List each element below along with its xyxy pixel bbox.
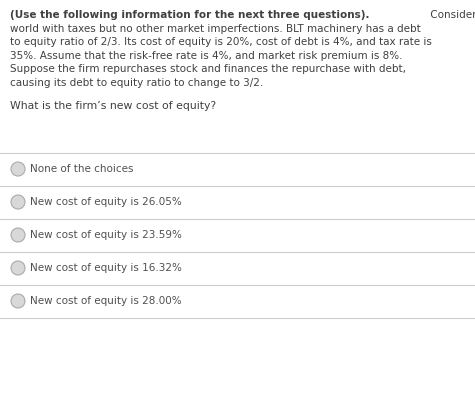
Ellipse shape [11,228,25,242]
Text: New cost of equity is 28.00%: New cost of equity is 28.00% [30,296,181,306]
Text: Consider a: Consider a [427,10,475,20]
Text: New cost of equity is 16.32%: New cost of equity is 16.32% [30,263,182,273]
Text: (Use the following information for the next three questions).: (Use the following information for the n… [10,10,370,20]
Text: world with taxes but no other market imperfections. BLT machinery has a debt: world with taxes but no other market imp… [10,23,421,33]
Ellipse shape [11,162,25,176]
Ellipse shape [11,195,25,209]
Text: Suppose the firm repurchases stock and finances the repurchase with debt,: Suppose the firm repurchases stock and f… [10,64,406,74]
Text: causing its debt to equity ratio to change to 3/2.: causing its debt to equity ratio to chan… [10,78,263,88]
Ellipse shape [11,261,25,275]
Ellipse shape [11,294,25,308]
Text: New cost of equity is 26.05%: New cost of equity is 26.05% [30,197,182,207]
Text: New cost of equity is 23.59%: New cost of equity is 23.59% [30,230,182,240]
Text: None of the choices: None of the choices [30,164,133,174]
Text: to equity ratio of 2/3. Its cost of equity is 20%, cost of debt is 4%, and tax r: to equity ratio of 2/3. Its cost of equi… [10,37,432,47]
Text: What is the firm’s new cost of equity?: What is the firm’s new cost of equity? [10,101,216,111]
Text: 35%. Assume that the risk-free rate is 4%, and market risk premium is 8%.: 35%. Assume that the risk-free rate is 4… [10,50,402,60]
